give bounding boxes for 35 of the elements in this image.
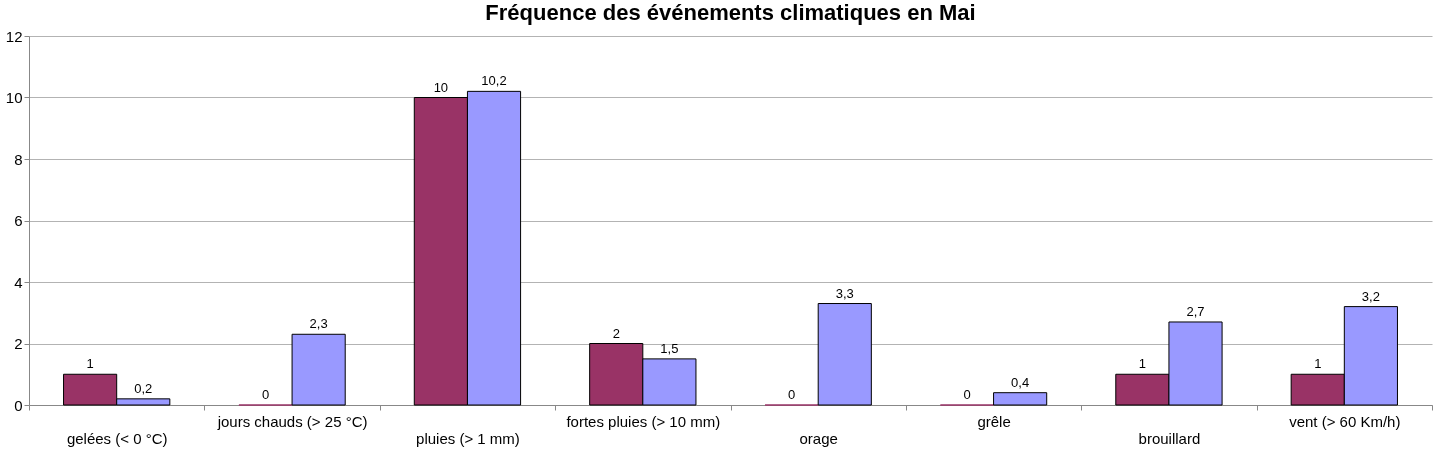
bar xyxy=(993,392,1048,406)
data-label: 3,2 xyxy=(1361,288,1380,304)
data-label: 1,5 xyxy=(660,340,679,356)
y-tick-label: 10 xyxy=(5,89,23,106)
x-tick-label: gelées (< 0 °C) xyxy=(66,429,168,447)
y-tick-label: 6 xyxy=(14,212,23,229)
x-tick-label: pluies (> 1 mm) xyxy=(416,429,520,447)
y-tick-label: 4 xyxy=(14,273,23,291)
y-tick-label: 2 xyxy=(14,335,23,352)
data-label: 0 xyxy=(261,387,270,402)
x-tick-label: jours chauds (> 25 °C) xyxy=(216,412,368,430)
data-label: 0,4 xyxy=(1011,374,1030,390)
data-label: 1 xyxy=(86,356,94,372)
data-label: 10,2 xyxy=(481,73,507,89)
bar xyxy=(817,303,872,406)
data-label: 1 xyxy=(1138,356,1146,372)
y-tick-label: 8 xyxy=(14,150,23,168)
x-tick-label: vent (> 60 Km/h) xyxy=(1289,412,1401,430)
x-tick-label: orage xyxy=(799,429,838,447)
y-tick-label: 12 xyxy=(5,27,23,45)
data-label: 2,7 xyxy=(1186,303,1205,319)
data-label: 0 xyxy=(788,387,796,402)
x-tick-label: grêle xyxy=(977,412,1011,430)
y-tick-label: 0 xyxy=(14,396,23,414)
data-label: 2,3 xyxy=(309,316,328,332)
data-label: 3,3 xyxy=(835,285,854,301)
chart-title: Fréquence des événements climatiques en Mai xyxy=(485,0,976,25)
data-label: 0 xyxy=(963,387,971,402)
x-tick-label: brouillard xyxy=(1138,429,1201,447)
data-label: 2 xyxy=(612,325,620,341)
data-label: 10 xyxy=(433,79,449,95)
x-tick-label: fortes pluies (> 10 mm) xyxy=(566,412,721,430)
data-label: 0,2 xyxy=(134,380,153,396)
data-label: 1 xyxy=(1314,356,1322,372)
bar xyxy=(291,333,346,406)
